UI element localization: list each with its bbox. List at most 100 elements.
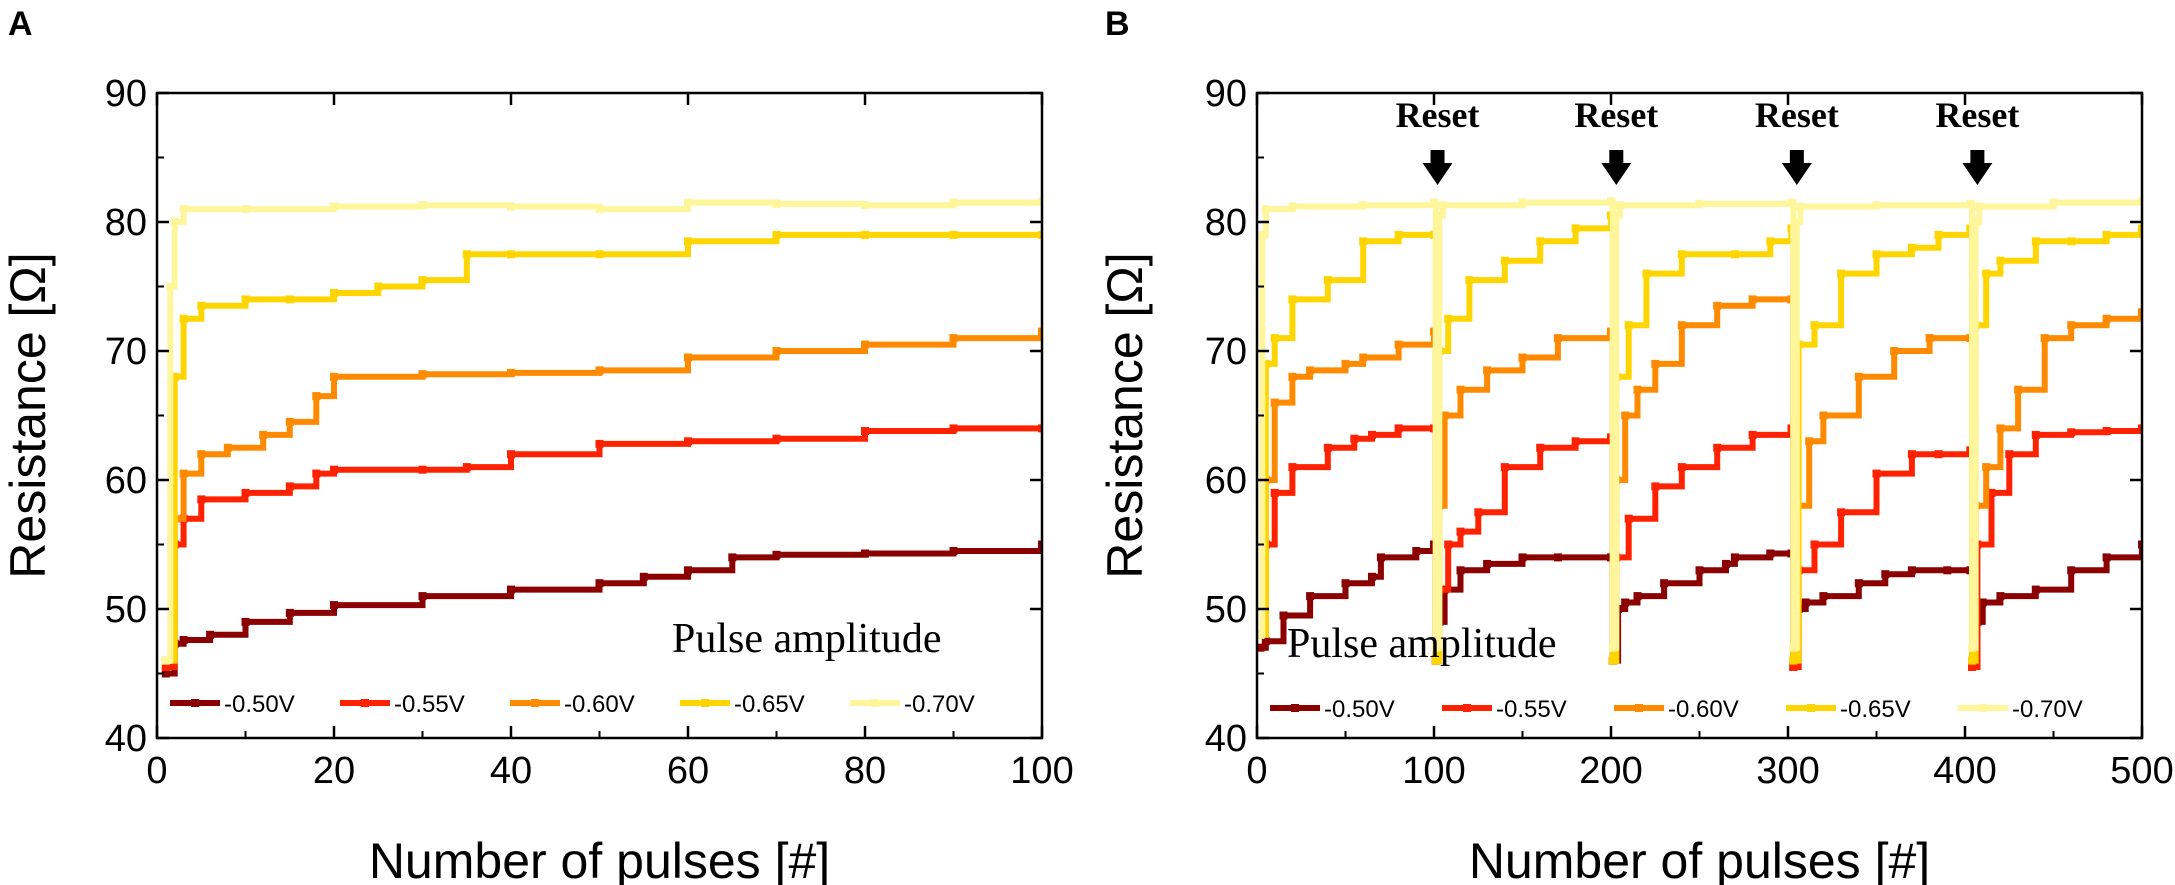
x-tick-label: 20 <box>313 750 355 792</box>
legend-item: -0.55V <box>340 691 465 718</box>
data-point <box>1518 553 1527 562</box>
data-point <box>1261 359 1270 368</box>
data-point <box>462 463 471 472</box>
data-point <box>1288 463 1297 472</box>
legend-item: -0.60V <box>1614 696 1739 723</box>
data-point <box>1651 359 1660 368</box>
y-tick-label: 80 <box>1205 202 1247 244</box>
data-point <box>1288 372 1297 381</box>
data-point <box>1431 643 1440 652</box>
data-point <box>507 250 515 259</box>
legend-label: -0.70V <box>2012 696 2083 723</box>
series--0.55V <box>1257 424 2142 671</box>
y-tick-label: 80 <box>105 202 147 244</box>
legend-marker <box>1463 704 1471 712</box>
y-tick-label: 50 <box>105 589 147 631</box>
reset-annotation: Reset <box>1396 95 1480 185</box>
data-point <box>330 202 338 211</box>
data-point <box>312 392 321 401</box>
data-point <box>1350 434 1359 443</box>
data-point <box>197 301 206 310</box>
data-point <box>2138 224 2142 233</box>
data-point <box>418 201 427 210</box>
data-point <box>1270 398 1279 407</box>
data-point <box>1975 202 1984 211</box>
legend-item: -0.60V <box>510 691 635 718</box>
data-point <box>1279 611 1288 620</box>
data-point <box>418 465 427 474</box>
data-point <box>949 334 958 343</box>
data-point <box>1257 643 1265 652</box>
data-point <box>684 237 692 246</box>
data-point <box>179 636 188 644</box>
data-point <box>1261 205 1270 214</box>
data-point <box>507 450 515 459</box>
data-point <box>179 205 188 214</box>
data-point <box>418 370 427 379</box>
data-point <box>1444 314 1453 323</box>
x-tick-label: 0 <box>1246 750 1267 792</box>
reset-label: Reset <box>1574 95 1658 135</box>
data-point <box>684 198 692 207</box>
data-point <box>1978 598 1987 607</box>
data-point <box>330 289 338 297</box>
data-point <box>2067 237 2076 246</box>
series-layer-a <box>161 197 1042 678</box>
chart-panel-a: 0 20 40 60 80 100 40 50 60 70 80 90 Pulse amplitude… <box>0 73 1074 885</box>
data-point <box>241 295 250 304</box>
legend-label: -0.60V <box>564 691 635 718</box>
data-point <box>1438 201 1447 210</box>
data-point <box>2049 198 2058 207</box>
data-point <box>241 488 250 497</box>
data-point <box>1456 566 1465 575</box>
legend-marker <box>191 699 199 707</box>
legend-marker <box>1807 704 1815 712</box>
data-point <box>772 550 781 559</box>
data-point <box>1571 437 1580 446</box>
x-tick-label: 100 <box>1010 750 1073 792</box>
data-point <box>1881 570 1890 579</box>
data-point <box>2102 314 2111 323</box>
legend-marker <box>1979 704 1987 712</box>
reset-label: Reset <box>1396 95 1480 135</box>
data-point <box>161 656 170 665</box>
x-tick-label: 0 <box>146 750 167 792</box>
data-point <box>1872 201 1881 210</box>
legend-label: -0.60V <box>1668 696 1739 723</box>
data-point <box>1872 250 1881 259</box>
data-point <box>772 199 781 208</box>
data-point <box>1536 443 1545 452</box>
tick-layer-b: 0 100 200 300 400 500 40 50 60 70 80 90 <box>1205 73 2174 792</box>
data-point <box>1789 663 1798 671</box>
x-tick-label: 500 <box>2110 750 2173 792</box>
data-point <box>1660 579 1669 588</box>
legend-marker <box>701 699 709 707</box>
series--0.70V <box>1257 197 2142 652</box>
data-point <box>1934 450 1943 459</box>
data-point <box>595 579 604 588</box>
data-point <box>285 608 294 617</box>
data-point <box>2138 424 2142 433</box>
data-point <box>2138 308 2142 317</box>
data-point <box>1483 366 1492 375</box>
data-point <box>595 366 604 375</box>
legend-a: -0.50V -0.55V -0.60V -0.65V -0.70V <box>170 691 975 718</box>
data-point <box>1536 237 1545 246</box>
data-point <box>1748 295 1757 304</box>
x-tick-label: 200 <box>1579 750 1642 792</box>
data-point <box>1323 276 1332 285</box>
data-point <box>1907 243 1916 252</box>
data-point <box>1341 359 1350 368</box>
y-tick-label: 70 <box>105 331 147 373</box>
y-tick-label: 40 <box>105 718 147 760</box>
x-axis-label-b: Number of pulses [#] <box>1469 833 1930 885</box>
data-point <box>1633 385 1642 394</box>
legend-item: -0.50V <box>170 691 295 718</box>
data-point <box>1435 211 1444 220</box>
reset-arrow-icon <box>1601 150 1632 185</box>
data-point <box>1571 224 1580 233</box>
data-point <box>1270 488 1279 497</box>
legend-marker <box>361 699 369 707</box>
